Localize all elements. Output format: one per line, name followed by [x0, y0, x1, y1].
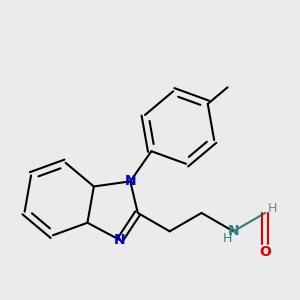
Text: N: N — [228, 224, 239, 238]
Text: N: N — [124, 174, 136, 188]
Text: H: H — [223, 232, 232, 245]
Text: H: H — [268, 202, 277, 214]
Text: O: O — [259, 244, 271, 259]
Text: N: N — [114, 233, 126, 247]
